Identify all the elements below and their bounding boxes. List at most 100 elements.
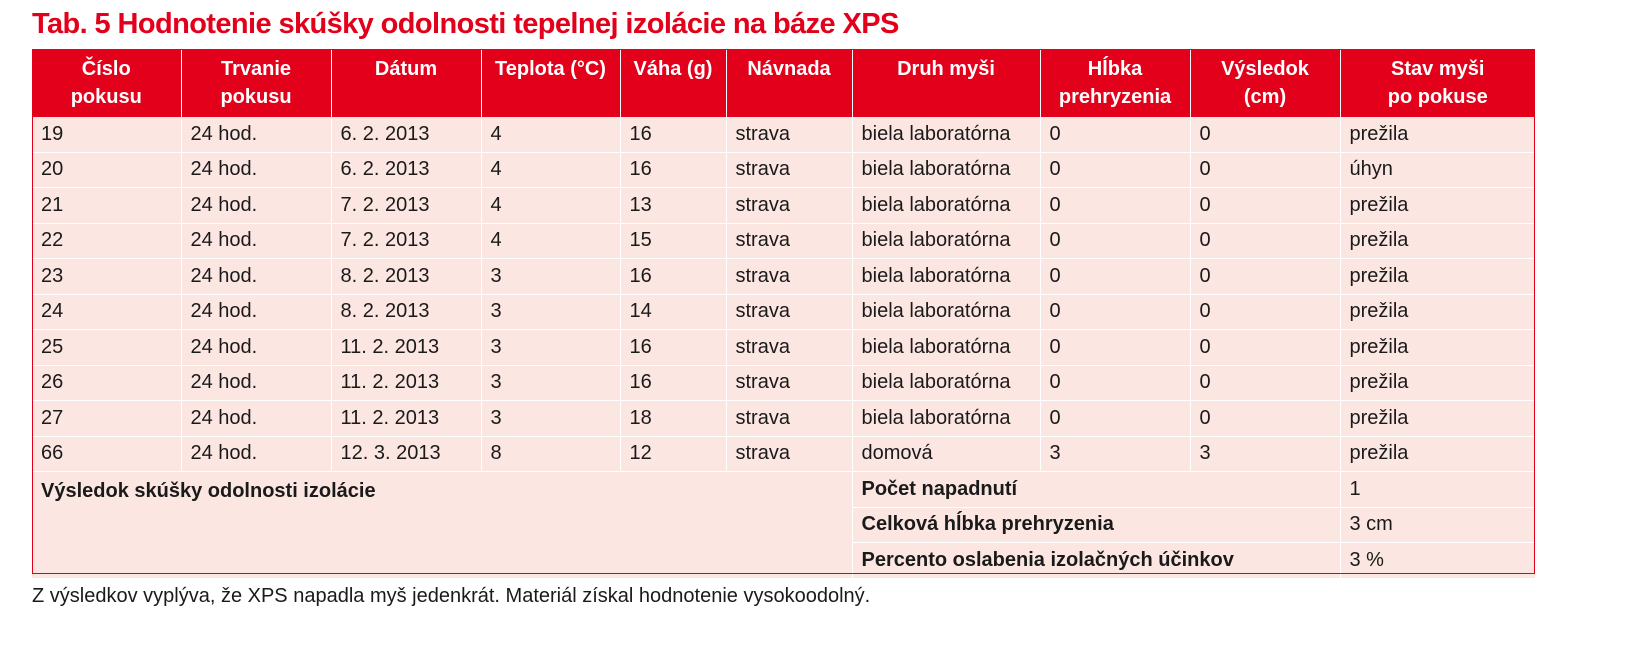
table-cell: strava [726,223,853,259]
table-cell: biela laboratórna [852,152,1041,188]
table-cell: 0 [1190,294,1341,330]
summary-label: Výsledok skúšky odolnosti izolácie [32,471,853,579]
table-cell: biela laboratórna [852,223,1041,259]
table-cell: 3 [1190,436,1341,472]
table-cell: 0 [1190,223,1341,259]
table-cell: biela laboratórna [852,294,1041,330]
table-cell: prežila [1340,258,1535,295]
table-cell: prežila [1340,329,1535,366]
table-cell: 0 [1190,187,1341,224]
table-cell: 3 [1040,436,1191,472]
table-cell: strava [726,436,853,472]
footnote: Z výsledkov vyplýva, že XPS napadla myš … [32,585,871,607]
column-header: Druh myši [852,49,1041,117]
table-cell: strava [726,400,853,437]
column-header: Hĺbka prehryzenia [1040,49,1191,117]
table-cell: 16 [620,365,727,401]
column-header-line: pokusu [220,86,292,108]
table-cell: 24 hod. [181,365,332,401]
table-cell: 3 [481,294,621,330]
table-cell: strava [726,187,853,224]
table-cell: 0 [1190,117,1341,153]
table-cell: 13 [620,187,727,224]
summary-row: Percento oslabenia izolačných účinkov 3 % [32,542,1535,579]
table-cell: strava [726,329,853,366]
table-cell: biela laboratórna [852,329,1041,366]
table-cell: 14 [620,294,727,330]
column-header-line: Stav myši [1391,58,1485,80]
table-cell: 15 [620,223,727,259]
table-cell: strava [726,152,853,188]
column-header: Trvanie pokusu [181,49,332,117]
table-cell: strava [726,117,853,153]
header-row: Číslo pokusu Trvanie pokusu Dátum Teplota (°C… [32,49,1535,117]
table-cell: 23 [32,258,182,295]
column-header-line: Teplota (°C) [495,58,606,80]
table-cell: biela laboratórna [852,258,1041,295]
column-header-line: po pokuse [1387,86,1488,108]
column-header-line: Trvanie [220,58,292,80]
column-header-line: Číslo [81,58,131,80]
table-cell: 24 hod. [181,436,332,472]
table-cell: 4 [481,187,621,224]
table-cell: 11. 2. 2013 [331,365,482,401]
table-cell: 0 [1190,258,1341,295]
table-cell: 12. 3. 2013 [331,436,482,472]
table-cell: 0 [1190,400,1341,437]
table-cell: 0 [1040,187,1191,224]
column-header-line: Váha (g) [633,58,713,80]
table-row: 27 24 hod. 11. 2. 2013 3 18 strava biela labor… [32,400,1535,437]
table-cell: 24 hod. [181,400,332,437]
table-cell: 8 [481,436,621,472]
table-cell: 4 [481,223,621,259]
table-row: 24 24 hod. 8. 2. 2013 3 14 strava biela labora… [32,294,1535,330]
table-cell: 3 [481,400,621,437]
summary-item-value: 3 cm [1340,507,1535,543]
summary-item-value: 3 % [1340,542,1535,579]
table-cell: biela laboratórna [852,400,1041,437]
table-cell: 0 [1040,365,1191,401]
table-row: 66 24 hod. 12. 3. 2013 8 12 strava domová 3 3 pre… [32,436,1535,472]
table-cell: 20 [32,152,182,188]
table-cell: 16 [620,329,727,366]
column-header-line: pokusu [70,86,142,108]
table-cell: 0 [1040,294,1191,330]
column-header: Teplota (°C) [481,49,621,117]
column-header: Návnada [726,49,853,117]
table-cell: 0 [1190,329,1341,366]
summary-row: Celková hĺbka prehryzenia 3 cm [32,507,1535,543]
table-cell: 4 [481,117,621,153]
table-cell: 0 [1040,152,1191,188]
table-cell: 0 [1040,400,1191,437]
summary-item-label: Percento oslabenia izolačných účinkov [852,542,1341,579]
column-header: Dátum [331,49,482,117]
table-cell: domová [852,436,1041,472]
table-cell: 12 [620,436,727,472]
table-cell: 8. 2. 2013 [331,294,482,330]
table-cell: prežila [1340,365,1535,401]
table-cell: úhyn [1340,152,1535,188]
table-cell: 24 hod. [181,294,332,330]
table-cell: 19 [32,117,182,153]
table-cell: strava [726,258,853,295]
table-cell: 7. 2. 2013 [331,223,482,259]
column-header-line: Hĺbka [1087,58,1143,80]
table-cell: 4 [481,152,621,188]
table-cell: 24 hod. [181,152,332,188]
table-cell: 24 hod. [181,223,332,259]
table-row: 23 24 hod. 8. 2. 2013 3 16 strava biela labora… [32,258,1535,295]
table-cell: 27 [32,400,182,437]
table-cell: 11. 2. 2013 [331,329,482,366]
table-cell: 22 [32,223,182,259]
table-cell: 21 [32,187,182,224]
table-cell: prežila [1340,400,1535,437]
table-cell: 0 [1040,329,1191,366]
table-cell: 6. 2. 2013 [331,152,482,188]
table-cell: biela laboratórna [852,187,1041,224]
table-body: 19 24 hod. 6. 2. 2013 4 16 strava biela labora… [32,117,1535,579]
table-cell: 24 hod. [181,258,332,295]
table-cell: 3 [481,329,621,366]
table-cell: 3 [481,365,621,401]
table-title: Tab. 5 Hodnotenie skúšky odolnosti tepel… [32,8,899,40]
table-row: 26 24 hod. 11. 2. 2013 3 16 strava biela labor… [32,365,1535,401]
